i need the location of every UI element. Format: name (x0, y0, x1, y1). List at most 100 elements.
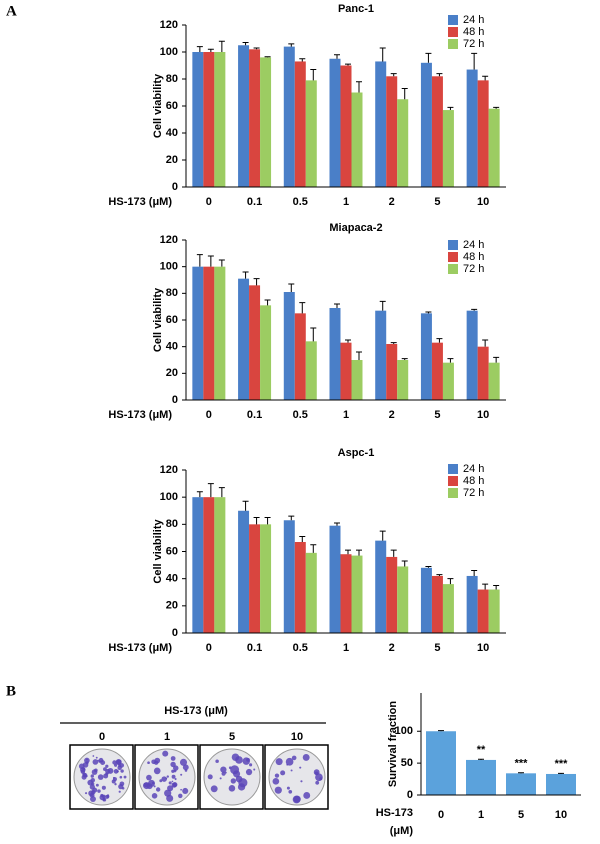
bar (238, 278, 250, 400)
bar (488, 589, 500, 633)
bar (351, 92, 363, 187)
legend-label: 48 h (463, 475, 484, 487)
colony (101, 785, 106, 790)
bar (214, 497, 226, 633)
bar (203, 497, 215, 633)
y-tick-label: 40 (166, 127, 178, 139)
error-bar (218, 487, 225, 498)
bar (466, 759, 496, 795)
colony (182, 787, 189, 795)
error-bar (264, 56, 271, 58)
colony (180, 788, 182, 791)
y-tick-label: 60 (166, 100, 178, 112)
dose-label: 1 (164, 731, 170, 743)
bar (329, 308, 341, 400)
error-bar (310, 544, 317, 553)
colony (107, 767, 114, 774)
error-bar (425, 565, 432, 568)
dose-label: 10 (291, 731, 303, 743)
y-tick-label: 40 (166, 341, 178, 353)
error-bar (401, 87, 408, 100)
colony (112, 760, 117, 765)
x-tick-label: 5 (434, 196, 440, 208)
x-axis-label: HS-173 (μM) (108, 196, 172, 208)
colony (120, 769, 124, 773)
bar (329, 58, 341, 187)
error-bar (334, 522, 340, 526)
legend-swatch (448, 240, 458, 250)
error-bar (196, 46, 203, 52)
colony (90, 774, 94, 778)
significance: *** (515, 758, 529, 770)
colony (292, 795, 301, 804)
x-tick-label: 5 (434, 642, 440, 654)
x-axis-label: HS-173 (μM) (108, 409, 172, 421)
x-tick-label: 0.5 (293, 642, 308, 654)
x-tick-label: 1 (343, 409, 349, 421)
x-tick-label: 1 (478, 809, 484, 821)
legend-swatch (448, 15, 458, 25)
colony (84, 792, 88, 795)
colony (119, 763, 125, 768)
bar (192, 266, 204, 400)
error-bar (288, 515, 295, 521)
bar (375, 310, 387, 400)
colony (231, 753, 240, 761)
bar (477, 589, 489, 633)
bar (442, 362, 454, 400)
colony (246, 757, 250, 762)
chart-title: Panc-1 (338, 3, 374, 15)
colony (272, 777, 280, 785)
error-bar (264, 299, 271, 306)
bar (305, 552, 317, 633)
x-tick-label: 0 (206, 196, 212, 208)
y-tick-label: 100 (160, 491, 178, 503)
y-axis-label: Survival fraction (387, 701, 399, 787)
bar (249, 49, 261, 187)
colony (90, 782, 95, 786)
colony (153, 785, 156, 788)
y-tick-label: 50 (401, 757, 413, 769)
colony (280, 770, 286, 776)
legend-label: 24 h (463, 239, 484, 251)
bar (192, 52, 204, 187)
x-tick-label: 0 (206, 642, 212, 654)
colony (300, 780, 303, 783)
bar (340, 554, 352, 633)
colony (166, 794, 174, 802)
y-tick-label: 100 (160, 46, 178, 58)
error-bar (401, 358, 408, 360)
colony (82, 767, 86, 771)
colony (146, 774, 152, 781)
bar (386, 76, 398, 187)
x-tick-label: 1 (343, 642, 349, 654)
error-bar (482, 583, 489, 590)
error-bar (310, 327, 317, 342)
colony (105, 764, 109, 768)
bar (431, 575, 443, 633)
chart-title: Aspc-1 (338, 447, 375, 459)
error-bar (242, 500, 249, 511)
colony (315, 780, 320, 785)
bar (351, 360, 363, 400)
bar (546, 773, 576, 795)
legend-label: 48 h (463, 26, 484, 38)
legend-label: 48 h (463, 251, 484, 263)
bar (375, 61, 387, 188)
bar (249, 524, 261, 633)
legend-swatch (448, 39, 458, 49)
error-bar (436, 73, 443, 77)
colony (166, 775, 169, 778)
colony (319, 777, 323, 781)
colony (148, 779, 155, 787)
x-tick-label: 10 (477, 196, 489, 208)
bar (397, 360, 409, 400)
colony (82, 772, 87, 777)
colony (180, 773, 183, 776)
legend-label: 24 h (463, 14, 484, 26)
error-bar (299, 58, 306, 62)
x-tick-label: 0 (206, 409, 212, 421)
error-bar (471, 308, 478, 311)
colony (168, 781, 172, 785)
y-tick-label: 20 (166, 154, 178, 166)
